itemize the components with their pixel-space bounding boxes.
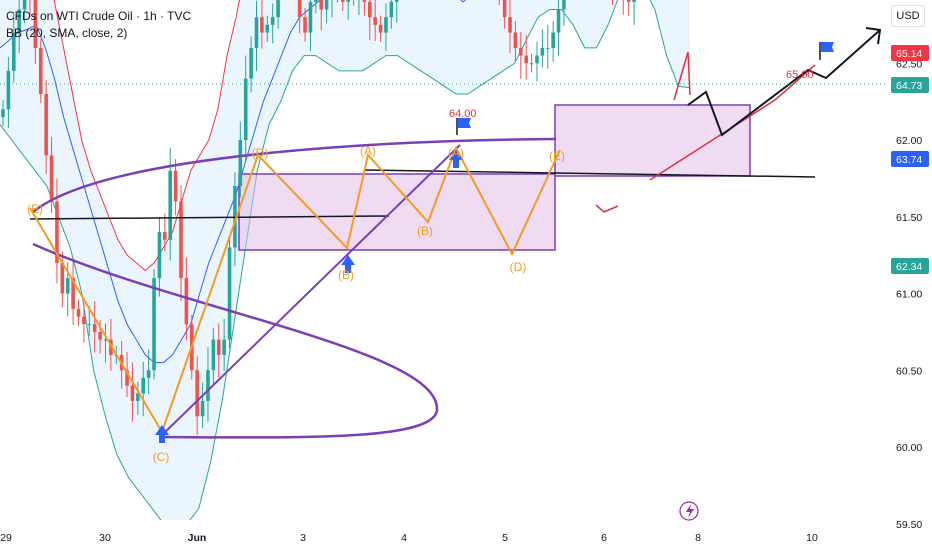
time-tick: 4: [401, 532, 407, 544]
time-tick: 3: [300, 532, 306, 544]
time-tick: Jun: [188, 532, 207, 544]
candle: [152, 269, 156, 380]
candle: [535, 42, 539, 82]
consolidation-box-right[interactable]: [555, 105, 750, 176]
price-tick: 61.00: [896, 289, 922, 301]
price-tick: 60.50: [896, 365, 922, 377]
time-tick: 29: [0, 532, 12, 544]
target-label-64: 64.00: [449, 108, 477, 120]
wave-label: (E): [549, 149, 565, 163]
candle: [551, 21, 555, 62]
price-tick: 61.50: [896, 212, 922, 224]
candle: [71, 257, 75, 325]
candle: [546, 25, 550, 69]
red-arrow-low[interactable]: [596, 205, 618, 212]
candle: [174, 159, 178, 215]
time-tick: 6: [601, 532, 607, 544]
target-label-65: 65.00: [786, 69, 814, 81]
chart-title: CFDs on WTI Crude Oil · 1h · TVC: [6, 9, 191, 23]
lightning-icon[interactable]: [680, 502, 698, 520]
price-tag: 65.14: [891, 45, 929, 61]
candle: [541, 29, 545, 67]
time-axis[interactable]: 29 30 Jun 3 4 5 6 8 10: [0, 532, 818, 544]
svg-text:62.34: 62.34: [896, 261, 922, 273]
price-tick: 59.50: [896, 519, 922, 531]
time-tick: 8: [695, 532, 701, 544]
wave-label: (C): [153, 450, 170, 464]
projection-path[interactable]: [688, 30, 880, 135]
svg-text:64.73: 64.73: [896, 80, 922, 92]
candle: [39, 39, 43, 103]
time-tick: 5: [502, 532, 508, 544]
indicator-label[interactable]: BB (20, SMA, close, 2): [6, 26, 127, 40]
candle: [228, 238, 232, 349]
price-tag: 63.74: [891, 151, 929, 167]
price-tick: 62.00: [896, 135, 922, 147]
svg-text:65.14: 65.14: [896, 48, 922, 60]
price-tag: 62.34: [891, 258, 929, 274]
drawing-boxes[interactable]: [239, 105, 750, 250]
price-tick: 60.00: [896, 442, 922, 454]
wave-label: (D): [510, 260, 527, 274]
candle: [530, 54, 534, 72]
wave-label: (A): [360, 144, 376, 158]
candle: [77, 300, 81, 326]
flag-icon: [821, 42, 834, 52]
wave-label: (B): [338, 268, 354, 282]
wave-label: (E): [27, 202, 43, 216]
time-tick: 10: [806, 532, 818, 544]
candle: [627, 0, 631, 16]
candle: [621, 0, 625, 15]
svg-text:63.74: 63.74: [896, 154, 922, 166]
wave-label: (D): [252, 146, 269, 160]
currency-button[interactable]: USD: [891, 5, 925, 27]
time-tick: 30: [99, 532, 111, 544]
price-tag: 64.73: [891, 77, 929, 93]
wave-label: (A): [448, 146, 464, 160]
wave-label: (B): [417, 224, 433, 238]
candle: [632, 0, 636, 25]
